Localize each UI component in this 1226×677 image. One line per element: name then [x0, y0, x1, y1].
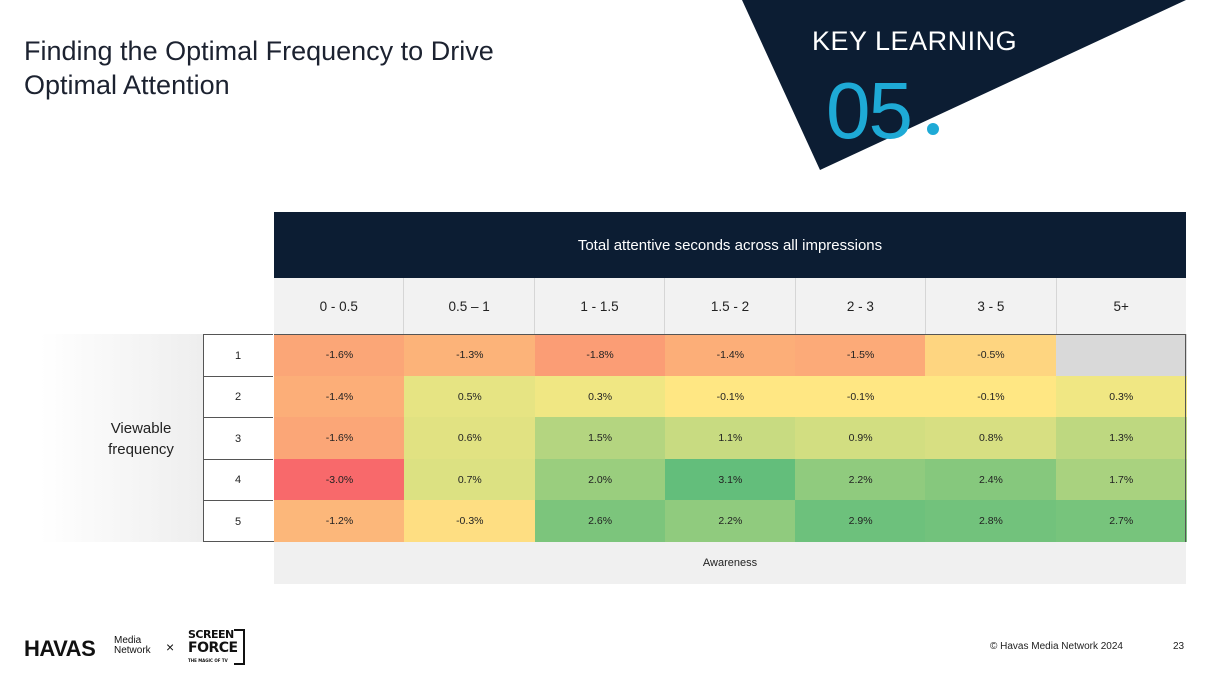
row-label-3: 3 [203, 417, 273, 459]
heatmap-cell-r4-c0: -3.0% [274, 458, 405, 501]
column-header-4: 2 - 3 [794, 278, 925, 334]
heatmap-cell-r2-c6: 0.3% [1055, 375, 1187, 418]
havas-sub-network: Network [114, 645, 151, 656]
heatmap-cell-r3-c6: 1.3% [1055, 417, 1187, 460]
copyright: © Havas Media Network 2024 [990, 641, 1123, 652]
row-label-2: 2 [203, 375, 273, 418]
heatmap-cell-r1-c6 [1055, 334, 1187, 376]
heatmap-cell-r2-c4: -0.1% [795, 375, 927, 418]
heatmap-cell-r3-c2: 1.5% [534, 417, 666, 460]
heatmap-cell-r2-c0: -1.4% [274, 375, 405, 418]
heatmap-grid: -1.6% -1.3% -1.8% -1.4% -1.5% -0.5% -1.4% 0.5% 0… [274, 334, 1187, 543]
heatmap-cell-r5-c1: -0.3% [404, 500, 536, 543]
heatmap-cell-r4-c3: 3.1% [664, 458, 796, 501]
logo-times: × [166, 639, 175, 655]
key-learning-label: KEY LEARNING [812, 26, 1018, 56]
heatmap-cell-r1-c5: -0.5% [925, 334, 1057, 376]
column-header-2: 1 - 1.5 [533, 278, 664, 334]
heatmap-cell-r4-c5: 2.4% [925, 458, 1057, 501]
column-header-5: 3 - 5 [925, 278, 1055, 334]
heatmap-cell-r4-c4: 2.2% [795, 458, 927, 501]
heatmap-cell-r1-c0: -1.6% [274, 334, 405, 376]
y-axis-label-text: Viewable frequency [108, 420, 174, 458]
row-label-background [40, 334, 203, 542]
heatmap-cell-r5-c5: 2.8% [925, 500, 1057, 543]
row-labels-left-border [203, 334, 204, 542]
heatmap-cell-r2-c1: 0.5% [404, 375, 536, 418]
havas-logo: HAVAS [24, 636, 96, 661]
column-header-0: 0 - 0.5 [319, 298, 358, 314]
heatmap-cell-r5-c3: 2.2% [664, 500, 796, 543]
heatmap-cell-r4-c6: 1.7% [1055, 458, 1187, 501]
heatmap-cell-r1-c2: -1.8% [534, 334, 666, 376]
column-header-1: 0.5 – 1 [403, 278, 533, 334]
heatmap-cell-r5-c2: 2.6% [534, 500, 666, 543]
screenforce-line2: FORCE [188, 640, 238, 656]
heatmap-cell-r1-c1: -1.3% [404, 334, 536, 376]
page-number: 23 [1173, 641, 1185, 652]
column-header-3: 1.5 - 2 [664, 278, 794, 334]
column-header-6: 5+ [1055, 278, 1186, 334]
grid-top-border [274, 334, 1186, 335]
heatmap-cell-r2-c2: 0.3% [534, 375, 666, 418]
screenforce-line1: SCREEN [188, 628, 234, 641]
row-label-4: 4 [203, 458, 273, 501]
havas-sub-media: Media [114, 635, 142, 646]
chart-header: Total attentive seconds across all impre… [274, 212, 1186, 278]
row-label-5: 5 [203, 500, 273, 542]
heatmap-cell-r5-c4: 2.9% [795, 500, 927, 543]
heatmap-cell-r3-c0: -1.6% [274, 417, 405, 460]
heatmap-cell-r4-c2: 2.0% [534, 458, 666, 501]
heatmap-cell-r2-c5: -0.1% [925, 375, 1057, 418]
havas-logo-sub: Media Network [114, 636, 151, 656]
heatmap-cell-r1-c4: -1.5% [795, 334, 927, 376]
grid-right-border [1185, 334, 1186, 542]
heatmap-cell-r3-c1: 0.6% [404, 417, 536, 460]
metric-label: Awareness [274, 542, 1186, 584]
key-learning-dot [927, 123, 939, 135]
heatmap-cell-r4-c1: 0.7% [404, 458, 536, 501]
screenforce-line3: THE MAGIC OF TV [188, 658, 228, 663]
heatmap-cell-r5-c0: -1.2% [274, 500, 405, 543]
screenforce-logo-frame [234, 629, 245, 665]
heatmap-cell-r1-c3: -1.4% [664, 334, 796, 376]
screenforce-logo: SCREEN FORCE THE MAGIC OF TV [188, 628, 246, 666]
heatmap-cell-r3-c5: 0.8% [925, 417, 1057, 460]
heatmap-cell-r3-c3: 1.1% [664, 417, 796, 460]
heatmap-cell-r5-c6: 2.7% [1055, 500, 1187, 543]
heatmap-cell-r2-c3: -0.1% [664, 375, 796, 418]
row-label-1: 1 [203, 334, 273, 376]
y-axis-label: Viewable frequency [86, 418, 196, 460]
key-learning-number: 05 [826, 66, 913, 155]
page-title: Finding the Optimal Frequency to Drive O… [24, 36, 494, 100]
heatmap-cell-r3-c4: 0.9% [795, 417, 927, 460]
key-learning-triangle [742, 0, 1186, 170]
